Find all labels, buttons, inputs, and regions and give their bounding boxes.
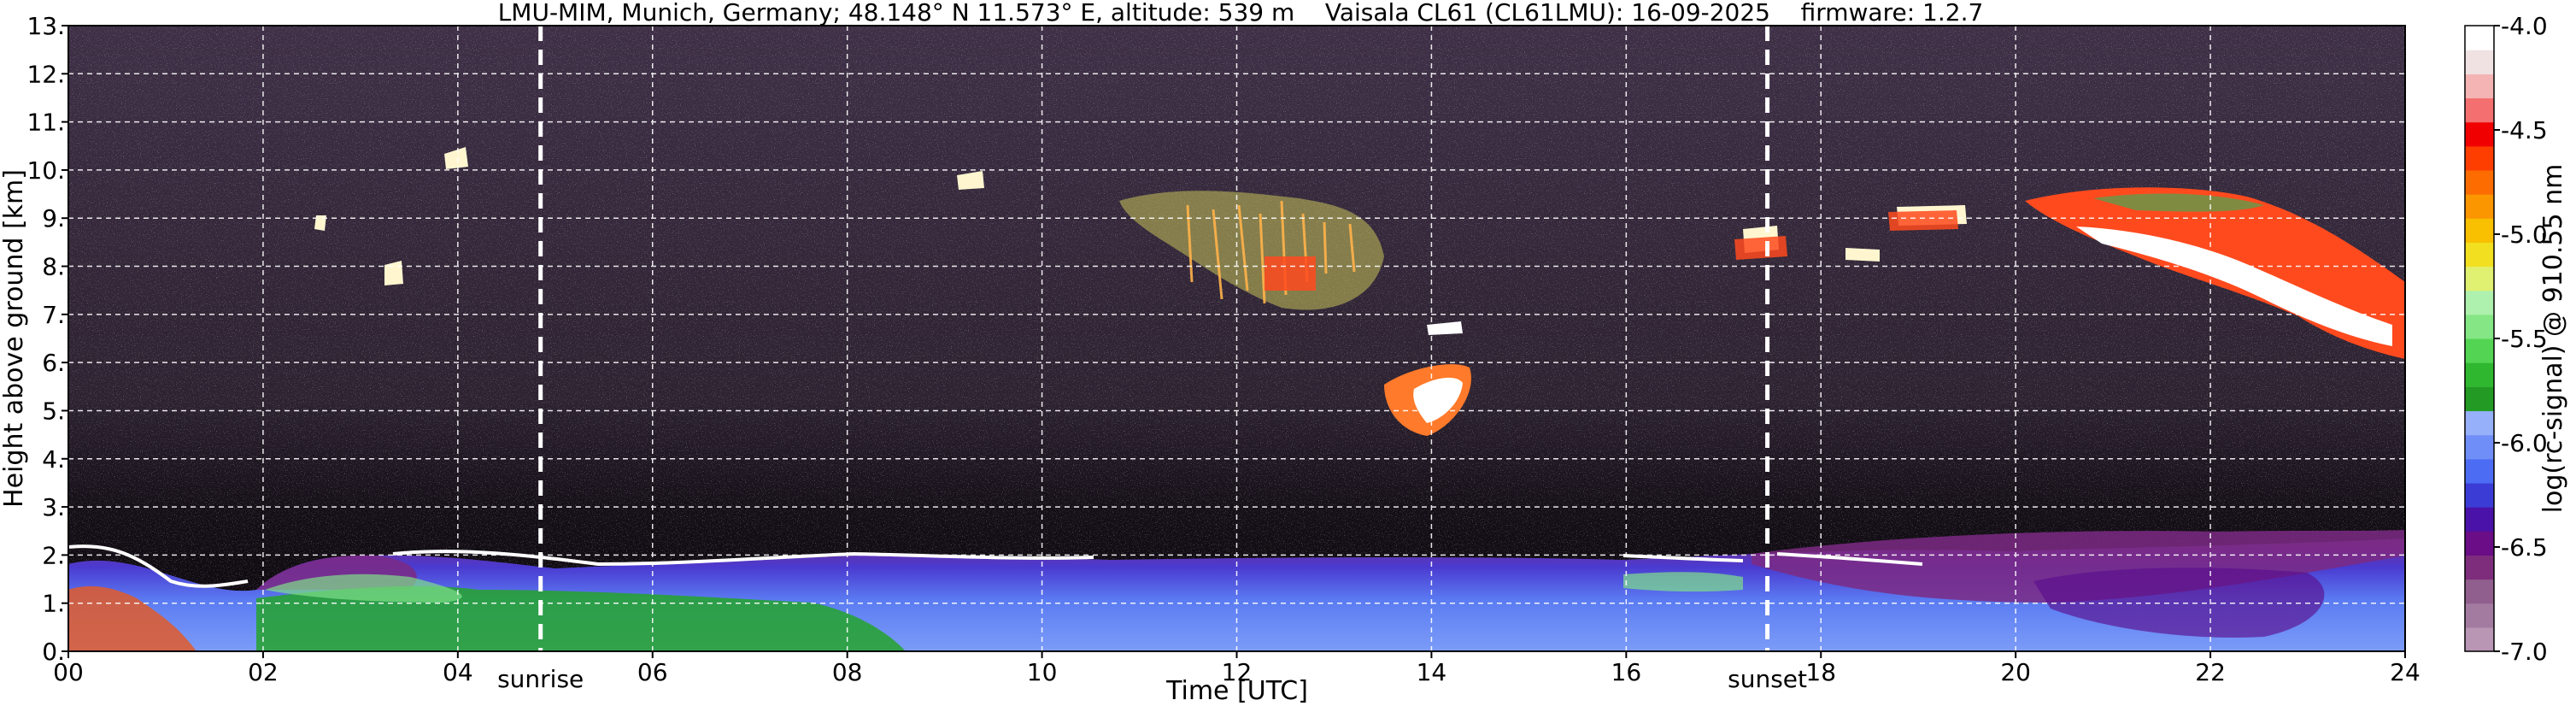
colorbar-swatch: [2465, 242, 2494, 268]
plot-area: [67, 25, 2406, 652]
x-tick-label: 02: [248, 658, 279, 686]
x-tick-label: 00: [53, 658, 84, 686]
colorbar-swatch: [2465, 434, 2494, 460]
x-tick-label: 04: [443, 658, 473, 686]
cirrus-cloud-streaks: [1186, 200, 1356, 304]
y-tick-label: 1.: [42, 590, 65, 618]
colorbar-swatch: [2465, 362, 2494, 387]
colorbar-tick-label: -5.0: [2501, 221, 2548, 249]
y-tick-label: 4.: [42, 445, 65, 474]
y-tick-label: 10.: [26, 156, 65, 185]
y-tick-label: 9.: [42, 204, 65, 232]
colorbar-tick-label: -7.0: [2501, 638, 2548, 666]
y-tick-label: 3.: [42, 493, 65, 521]
x-tick-label: 10: [1027, 658, 1058, 686]
colorbar-tick-label: -6.5: [2501, 533, 2548, 562]
y-tick-label: 6.: [42, 349, 65, 377]
colorbar-swatch: [2465, 218, 2494, 243]
colorbar-swatch: [2465, 338, 2494, 363]
colorbar-swatch: [2465, 410, 2494, 436]
cirrus-cloud-late-evening-edge: [2093, 193, 2264, 212]
colorbar-swatch: [2465, 97, 2494, 123]
x-tick-label: 08: [832, 658, 863, 686]
colorbar-swatch: [2465, 507, 2494, 532]
sunset-label: sunset: [1728, 665, 1807, 693]
colorbar-swatch: [2465, 579, 2494, 604]
x-tick-label: 06: [637, 658, 668, 686]
x-tick-label: 14: [1417, 658, 1447, 686]
sun-event-lines: [538, 26, 1770, 651]
colorbar-tick-label: -6.0: [2501, 429, 2548, 457]
colorbar-swatch: [2465, 603, 2494, 628]
y-tick-label: 13.: [26, 12, 65, 40]
y-tick-labels: 0. 1. 2. 3. 4. 5. 6. 7. 8. 9. 10. 11. 12. 13.: [26, 12, 68, 666]
x-tick-label: 16: [1611, 658, 1642, 686]
y-tick-label: 0.: [42, 638, 65, 666]
colorbar-tick-label: -5.5: [2501, 325, 2548, 353]
colorbar-tick-label: -4.0: [2501, 12, 2548, 40]
colorbar-tick-label: -4.5: [2501, 116, 2548, 144]
chart-title: LMU-MIM, Munich, Germany; 48.148° N 11.5…: [498, 0, 1984, 26]
x-tick-label: 12: [1222, 658, 1253, 686]
boundary-layer-green: [256, 585, 906, 651]
colorbar-swatch: [2465, 121, 2494, 147]
colorbar-swatch: [2465, 482, 2494, 508]
aerosol-layer-top: [67, 544, 1923, 588]
near-surface-aerosol: [68, 585, 197, 651]
grid-lines: [68, 26, 2405, 651]
mid-level-cloud-core: [1413, 377, 1463, 423]
sunrise-label: sunrise: [497, 665, 584, 693]
boundary-layer-deep-purple: [2033, 568, 2325, 638]
colorbar-swatch: [2465, 266, 2494, 291]
x-tick-labels: 00 02 04 06 08 10 12 14 16 18 20 22 24 sunrise sunset: [53, 651, 2421, 693]
colorbar-swatch: [2465, 290, 2494, 315]
y-tick-label: 12.: [26, 60, 65, 88]
colorbar-swatch: [2465, 314, 2494, 339]
y-tick-label: 7.: [42, 301, 65, 329]
y-axis-label: Height above ground [km]: [0, 169, 29, 508]
colorbar-swatch: [2465, 74, 2494, 99]
colorbar-swatch: [2465, 145, 2494, 171]
y-tick-label: 2.: [42, 541, 65, 569]
cirrus-cloud-late-evening-core: [2076, 227, 2392, 346]
colorbar: -7.0 -6.5 -6.0 -5.5 -5.0 -4.5 -4.0: [2464, 12, 2548, 666]
x-tick-label: 18: [1805, 658, 1836, 686]
colorbar-label: log(rc-signal) @ 910.55 nm: [2538, 164, 2568, 514]
cirrus-cloud-midday: [1119, 191, 1384, 310]
colorbar-swatch: [2465, 194, 2494, 219]
boundary-layer-light-green: [265, 572, 1743, 603]
mid-level-cloud-top: [1427, 321, 1463, 335]
x-tick-label: 22: [2195, 658, 2226, 686]
small-cloud-patches-colored: [1265, 210, 1958, 291]
colorbar-swatch: [2465, 555, 2494, 580]
boundary-layer-purple-top: [256, 530, 2405, 603]
colorbar-swatch: [2465, 386, 2494, 412]
x-tick-label: 20: [2000, 658, 2031, 686]
x-axis-label: Time [UTC]: [1165, 676, 1308, 706]
colorbar-swatch: [2465, 458, 2494, 484]
y-tick-label: 8.: [42, 253, 65, 281]
colorbar-swatch: [2465, 169, 2494, 195]
colorbar-swatch: [2465, 26, 2494, 50]
y-tick-label: 5.: [42, 397, 65, 425]
colorbar-swatch: [2465, 627, 2494, 652]
x-tick-label: 24: [2390, 658, 2421, 686]
colorbar-swatch: [2465, 531, 2494, 556]
y-tick-label: 11.: [26, 109, 65, 137]
colorbar-swatch: [2465, 50, 2494, 74]
